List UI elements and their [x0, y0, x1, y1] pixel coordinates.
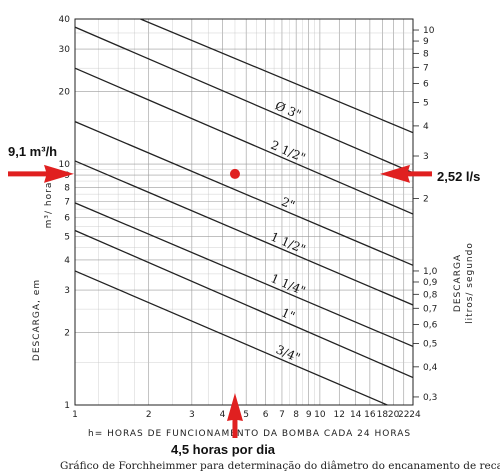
plot-border	[74, 18, 414, 406]
y-left-tick-label: 2	[64, 328, 70, 338]
y-left-tick-label: 4	[64, 256, 70, 266]
diameter-line-3	[75, 160, 413, 306]
x-tick-label: 2	[146, 410, 152, 420]
x-tick-label: 5	[243, 410, 249, 420]
y-right-tick-label: 7	[423, 63, 429, 73]
y-right-tick-label: 0,3	[423, 393, 437, 403]
x-tick-label: 1	[72, 410, 78, 420]
x-tick-label: 24	[409, 410, 421, 420]
y-left-tick-label: 5	[64, 233, 70, 243]
y-right-axis-title: DESCARGA	[453, 254, 463, 312]
y-left-axis-unit: m³/ hora	[44, 182, 54, 229]
y-left-tick-label: 20	[59, 88, 71, 98]
y-right-tick-label: 9	[423, 37, 429, 47]
diameter-lines	[75, 19, 413, 405]
annotation-arrows	[8, 164, 432, 438]
y-right-tick-label: 2	[423, 194, 429, 204]
y-left-tick-label: 3	[64, 286, 70, 296]
grid	[74, 18, 414, 406]
y-left-axis-title: DESCARGA, em	[32, 279, 42, 361]
annotation-flow-m3h: 9,1 m³/h	[8, 144, 57, 159]
x-axis-title: h= HORAS DE FUNCIONAMENTO DA BOMBA CADA …	[88, 429, 411, 439]
x-tick-label: 16	[364, 410, 376, 420]
annotation-hours: 4,5 horas por dia	[171, 442, 276, 457]
y-right-tick-label: 6	[423, 79, 429, 89]
y-left-tick-label: 8	[64, 183, 70, 193]
y-left-tick-label: 10	[59, 160, 71, 170]
diameter-label: 3/4"	[274, 342, 302, 365]
diameter-label: 2 1/2"	[269, 138, 308, 165]
y-right-tick-label: 10	[423, 26, 435, 36]
plot-frame	[74, 18, 419, 406]
diameter-line-6	[75, 26, 413, 174]
x-tick-label: 8	[293, 410, 299, 420]
diameter-label: 1 1/4"	[269, 271, 308, 298]
diameter-line-1	[75, 229, 413, 379]
x-tick-label: 18	[377, 410, 389, 420]
y-left-tick-label: 6	[64, 214, 70, 224]
y-right-axis-unit: litros/ segundo	[465, 242, 475, 324]
y-right-tick-label: 0,5	[423, 339, 437, 349]
y-right-tick-label: 0,8	[423, 290, 438, 300]
x-tick-label: 20	[388, 410, 400, 420]
y-right-tick-label: 8	[423, 49, 429, 59]
y-right-tick-label: 0,6	[423, 320, 438, 330]
x-tick-label: 9	[306, 410, 312, 420]
y-left-tick-label: 9	[64, 171, 70, 181]
arrow-bottom	[226, 393, 243, 438]
y-right-tick-label: 4	[423, 122, 429, 132]
x-tick-label: 7	[279, 410, 285, 420]
diameter-label: 2"	[279, 194, 297, 212]
x-tick-label: 10	[314, 410, 326, 420]
y-left-tick-label: 40	[59, 15, 71, 25]
x-tick-label: 3	[189, 410, 195, 420]
diameter-line-4	[75, 121, 413, 266]
figure-caption: Gráfico de Forchheimmer para determinaçã…	[60, 460, 500, 472]
diameter-line-7	[140, 19, 413, 134]
x-tick-label: 22	[398, 410, 409, 420]
y-right-tick-label: 5	[423, 99, 429, 109]
y-right-tick-label: 0,4	[423, 363, 438, 373]
y-left-tick-label: 1	[64, 401, 70, 411]
diameter-line-0	[75, 270, 389, 405]
diameter-line-2	[75, 202, 413, 348]
y-right-tick-label: 1,0	[423, 267, 438, 277]
operating-point-marker	[229, 168, 240, 179]
diameter-line-5	[75, 67, 413, 215]
x-tick-label: 4	[220, 410, 226, 420]
x-tick-label: 14	[350, 410, 362, 420]
x-tick-label: 6	[263, 410, 269, 420]
y-left-tick-label: 7	[64, 197, 70, 207]
y-right-tick-label: 0,9	[423, 278, 438, 288]
y-left-tick-label: 30	[59, 45, 71, 55]
diameter-label: 1 1/2"	[269, 230, 308, 257]
annotation-flow-ls: 2,52 l/s	[437, 169, 480, 184]
y-right-tick-label: 0,7	[423, 304, 437, 314]
arrow-right	[380, 164, 432, 183]
y-right-tick-label: 3	[423, 152, 429, 162]
x-tick-label: 12	[334, 410, 345, 420]
diameter-labels: 3/4"1"1 1/4"1 1/2"2"2 1/2"Ø 3"	[269, 99, 308, 366]
diameter-label: 1"	[279, 305, 297, 323]
arrow-left	[8, 164, 74, 183]
